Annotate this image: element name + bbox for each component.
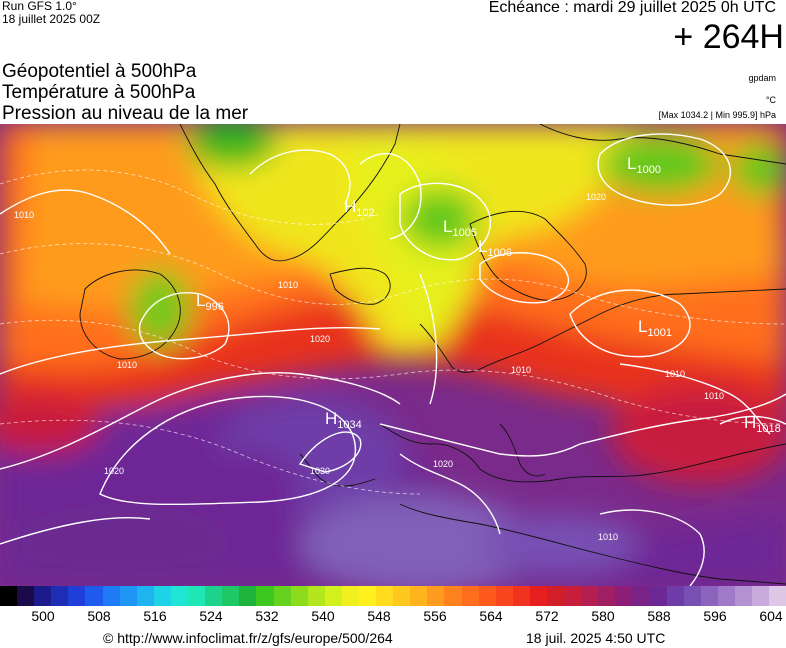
- color-swatch: [427, 586, 445, 606]
- color-swatch: [307, 586, 325, 606]
- isobar-label: 1030: [310, 466, 330, 476]
- color-swatch: [102, 586, 120, 606]
- color-scale-tick-label: 500: [31, 608, 55, 624]
- color-scale-tick-label: 532: [255, 608, 279, 624]
- color-swatch: [735, 586, 753, 606]
- color-swatch: [34, 586, 52, 606]
- generated-timestamp: 18 juil. 2025 4:50 UTC: [526, 630, 666, 646]
- weather-map: H1034 L1005 L1000 L996 L1001 L1006 H1018…: [0, 124, 786, 586]
- color-scale-tick-label: 596: [703, 608, 727, 624]
- color-swatch: [51, 586, 69, 606]
- isobar-label: 1020: [310, 334, 330, 344]
- color-swatch: [632, 586, 650, 606]
- color-swatch: [547, 586, 565, 606]
- color-scale-tick-label: 580: [591, 608, 615, 624]
- color-swatch: [17, 586, 35, 606]
- source-url: © http://www.infoclimat.fr/z/gfs/europe/…: [103, 630, 393, 646]
- unit-geopotential: gpdam: [748, 73, 776, 83]
- color-swatch: [512, 586, 530, 606]
- color-swatch: [769, 586, 786, 606]
- color-swatch: [256, 586, 274, 606]
- isobar-label: 1010: [704, 391, 724, 401]
- high-center-label: H1034: [325, 409, 362, 431]
- color-scale-tick-label: 588: [647, 608, 671, 624]
- isobar-label: 1010: [511, 365, 531, 375]
- forecast-valid-time: Echéance : mardi 29 juillet 2025 0h UTC: [488, 0, 776, 16]
- color-swatch: [410, 586, 428, 606]
- high-center-label: H102: [344, 197, 375, 219]
- color-swatch: [615, 586, 633, 606]
- color-swatch: [376, 586, 394, 606]
- color-swatch: [529, 586, 547, 606]
- color-scale-tick-label: 564: [479, 608, 503, 624]
- color-swatch: [239, 586, 257, 606]
- low-center-label: L1005: [443, 217, 477, 239]
- color-swatch: [273, 586, 291, 606]
- high-center-label: H1018: [744, 413, 781, 435]
- run-label: Run GFS 1.0°: [2, 0, 77, 13]
- color-swatch: [119, 586, 137, 606]
- color-swatch: [153, 586, 171, 606]
- low-center-label: L996: [196, 291, 224, 313]
- forecast-lead-time: + 264H: [673, 18, 784, 56]
- color-scale-ticks: 500 508 516 524 532 540 548 556 564 572 580 588 596 6…: [0, 608, 786, 628]
- color-swatch: [752, 586, 770, 606]
- title-pressure: Pression au niveau de la mer: [2, 103, 249, 124]
- low-center-label: L1001: [638, 317, 672, 339]
- isobar-label: 1010: [665, 369, 685, 379]
- color-swatch: [478, 586, 496, 606]
- color-swatch: [717, 586, 736, 606]
- color-swatch: [85, 586, 103, 606]
- color-swatch: [188, 586, 206, 606]
- unit-temperature: °C: [765, 95, 776, 105]
- color-swatch: [649, 586, 667, 606]
- color-swatch: [393, 586, 411, 606]
- isobar-label: 1020: [586, 192, 606, 202]
- color-scale-tick-label: 556: [423, 608, 447, 624]
- isobar-label: 1010: [14, 210, 34, 220]
- color-swatch: [700, 586, 718, 606]
- color-scale-tick-label: 540: [311, 608, 335, 624]
- color-scale-tick-label: 524: [199, 608, 223, 624]
- run-date: 18 juillet 2025 00Z: [2, 12, 101, 26]
- isobar-label: 1020: [433, 459, 453, 469]
- pressure-range: [Max 1034.2 | Min 995.9] hPa: [658, 110, 776, 120]
- color-swatch: [341, 586, 359, 606]
- title-temperature: Température à 500hPa: [2, 82, 196, 103]
- color-swatch: [205, 586, 223, 606]
- color-swatch: [581, 586, 599, 606]
- color-scale-tick-label: 604: [759, 608, 783, 624]
- color-swatch: [358, 586, 377, 606]
- color-swatch: [0, 586, 18, 606]
- color-scale-tick-label: 516: [143, 608, 167, 624]
- color-swatch: [324, 586, 342, 606]
- color-scale-tick-label: 508: [87, 608, 111, 624]
- color-swatch: [598, 586, 616, 606]
- color-scale-tick-label: 572: [535, 608, 559, 624]
- color-swatch: [290, 586, 308, 606]
- low-center-label: L1006: [478, 237, 512, 259]
- isobar-label: 1010: [278, 280, 298, 290]
- color-swatch: [461, 586, 479, 606]
- color-swatch: [683, 586, 701, 606]
- color-swatch: [170, 586, 189, 606]
- color-swatch: [444, 586, 462, 606]
- color-swatch: [68, 586, 86, 606]
- low-center-label: L1000: [627, 154, 661, 176]
- color-swatch: [564, 586, 582, 606]
- title-geopotential: Géopotentiel à 500hPa: [2, 61, 197, 82]
- color-swatch: [666, 586, 684, 606]
- isobar-label: 1020: [104, 466, 124, 476]
- color-scale-tick-label: 548: [367, 608, 391, 624]
- color-scale-bar: [0, 586, 786, 606]
- color-swatch: [136, 586, 154, 606]
- isobar-label: 1010: [598, 532, 618, 542]
- color-swatch: [495, 586, 513, 606]
- color-swatch: [222, 586, 240, 606]
- isobar-label: 1010: [117, 360, 137, 370]
